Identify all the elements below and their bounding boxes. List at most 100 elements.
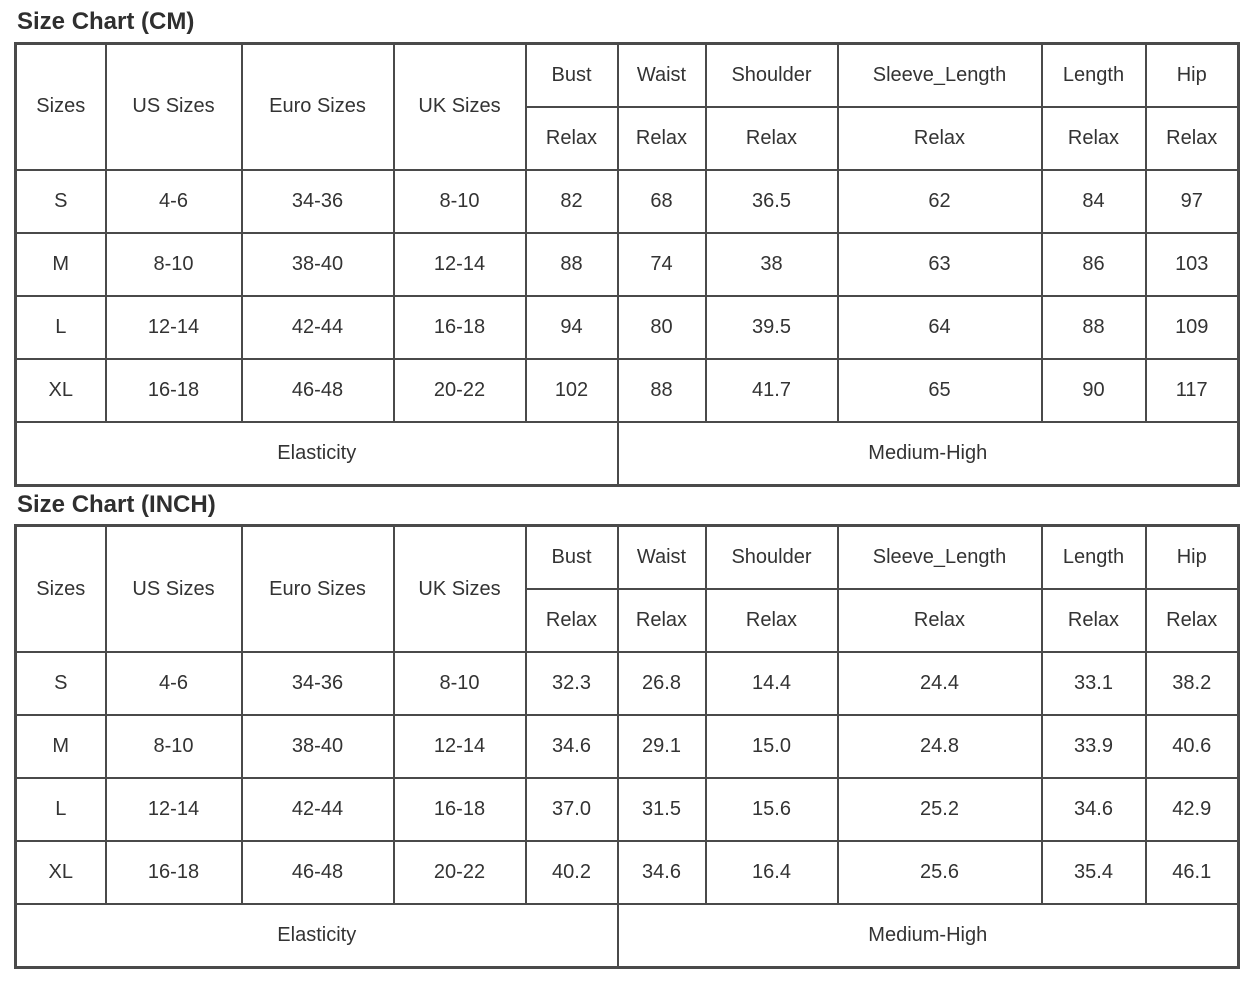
cell-waist: 88 [616, 357, 707, 423]
cell-us: 12-14 [104, 294, 243, 360]
cell-sleeve: 63 [836, 231, 1043, 297]
cell-length: 86 [1040, 231, 1147, 297]
cell-uk: 8-10 [392, 168, 527, 234]
cell-euro: 46-48 [240, 840, 395, 906]
table-row-s: S 4-6 34-36 8-10 82 68 36.5 62 84 97 [14, 168, 1240, 234]
cell-waist: 80 [616, 294, 707, 360]
cell-uk: 16-18 [392, 294, 527, 360]
cell-us: 4-6 [104, 168, 243, 234]
cell-bust: 82 [524, 168, 619, 234]
header-relax-bust: Relax [524, 588, 619, 654]
cell-shoulder: 41.7 [704, 357, 839, 423]
header-us-sizes: US Sizes [104, 42, 243, 171]
cell-shoulder: 14.4 [704, 651, 839, 717]
table-row-l: L 12-14 42-44 16-18 94 80 39.5 64 88 109 [14, 294, 1240, 360]
cell-bust: 32.3 [524, 651, 619, 717]
cell-euro: 34-36 [240, 168, 395, 234]
cell-bust: 40.2 [524, 840, 619, 906]
table-row-m: M 8-10 38-40 12-14 88 74 38 63 86 103 [14, 231, 1240, 297]
cell-uk: 20-22 [392, 357, 527, 423]
header-hip: Hip [1144, 524, 1240, 591]
cell-bust: 94 [524, 294, 619, 360]
header-sizes: Sizes [14, 42, 107, 171]
cell-length: 35.4 [1040, 840, 1147, 906]
cell-size: M [14, 231, 107, 297]
size-chart-inch-title: Size Chart (INCH) [17, 490, 216, 518]
cell-length: 88 [1040, 294, 1147, 360]
header-shoulder: Shoulder [704, 42, 839, 108]
header-us-sizes: US Sizes [104, 524, 243, 654]
cell-waist: 68 [616, 168, 707, 234]
header-relax-sleeve: Relax [836, 105, 1043, 171]
elasticity-label: Elasticity [14, 903, 619, 969]
cell-length: 33.9 [1040, 714, 1147, 780]
header-sleeve-length: Sleeve_Length [836, 524, 1043, 591]
cell-sleeve: 62 [836, 168, 1043, 234]
footer-row: Elasticity Medium-High [14, 903, 1240, 969]
header-waist: Waist [616, 524, 707, 591]
elasticity-value: Medium-High [616, 420, 1240, 487]
header-relax-waist: Relax [616, 588, 707, 654]
cell-size: L [14, 294, 107, 360]
cell-size: XL [14, 840, 107, 906]
header-row-relax: Relax Relax Relax Relax Relax Relax [16, 588, 1240, 654]
cell-length: 33.1 [1040, 651, 1147, 717]
cell-hip: 103 [1144, 231, 1240, 297]
header-shoulder: Shoulder [704, 524, 839, 591]
footer-row: Elasticity Medium-High [14, 420, 1240, 487]
cell-waist: 34.6 [616, 840, 707, 906]
cell-euro: 46-48 [240, 357, 395, 423]
size-chart-cm-title: Size Chart (CM) [17, 8, 195, 35]
cell-sleeve: 64 [836, 294, 1043, 360]
table-row-xl: XL 16-18 46-48 20-22 40.2 34.6 16.4 25.6… [14, 840, 1240, 906]
header-relax-bust: Relax [524, 105, 619, 171]
cell-bust: 34.6 [524, 714, 619, 780]
cell-uk: 12-14 [392, 231, 527, 297]
header-relax-waist: Relax [616, 105, 707, 171]
cell-euro: 42-44 [240, 294, 395, 360]
cell-hip: 109 [1144, 294, 1240, 360]
header-relax-hip: Relax [1144, 588, 1240, 654]
cell-uk: 20-22 [392, 840, 527, 906]
header-bust: Bust [524, 42, 619, 108]
cell-size: XL [14, 357, 107, 423]
cell-uk: 8-10 [392, 651, 527, 717]
cell-hip: 46.1 [1144, 840, 1240, 906]
header-relax-length: Relax [1040, 105, 1147, 171]
header-uk-sizes: UK Sizes [392, 524, 527, 654]
cell-hip: 42.9 [1144, 777, 1240, 843]
header-row-measures: Sizes US Sizes Euro Sizes UK Sizes Bust … [14, 524, 1240, 654]
table-row-l: L 12-14 42-44 16-18 37.0 31.5 15.6 25.2 … [14, 777, 1240, 843]
cell-us: 16-18 [104, 357, 243, 423]
cell-euro: 42-44 [240, 777, 395, 843]
cell-size: S [14, 168, 107, 234]
header-relax-shoulder: Relax [704, 588, 839, 654]
cell-size: M [14, 714, 107, 780]
cell-us: 8-10 [104, 714, 243, 780]
cell-us: 16-18 [104, 840, 243, 906]
header-length: Length [1040, 524, 1147, 591]
table-row-m: M 8-10 38-40 12-14 34.6 29.1 15.0 24.8 3… [14, 714, 1240, 780]
header-waist: Waist [616, 42, 707, 108]
cell-length: 34.6 [1040, 777, 1147, 843]
cell-sleeve: 65 [836, 357, 1043, 423]
table-row-xl: XL 16-18 46-48 20-22 102 88 41.7 65 90 1… [14, 357, 1240, 423]
cell-waist: 31.5 [616, 777, 707, 843]
cell-sleeve: 24.4 [836, 651, 1043, 717]
header-relax-length: Relax [1040, 588, 1147, 654]
header-relax-shoulder: Relax [704, 105, 839, 171]
elasticity-value: Medium-High [616, 903, 1240, 969]
header-euro-sizes: Euro Sizes [240, 42, 395, 171]
cell-uk: 12-14 [392, 714, 527, 780]
cell-shoulder: 15.0 [704, 714, 839, 780]
elasticity-label: Elasticity [14, 420, 619, 487]
cell-shoulder: 16.4 [704, 840, 839, 906]
header-bust: Bust [524, 524, 619, 591]
table-row-s: S 4-6 34-36 8-10 32.3 26.8 14.4 24.4 33.… [14, 651, 1240, 717]
cell-waist: 29.1 [616, 714, 707, 780]
cell-length: 84 [1040, 168, 1147, 234]
cell-hip: 40.6 [1144, 714, 1240, 780]
header-row-relax: Relax Relax Relax Relax Relax Relax [16, 105, 1240, 171]
cell-us: 12-14 [104, 777, 243, 843]
